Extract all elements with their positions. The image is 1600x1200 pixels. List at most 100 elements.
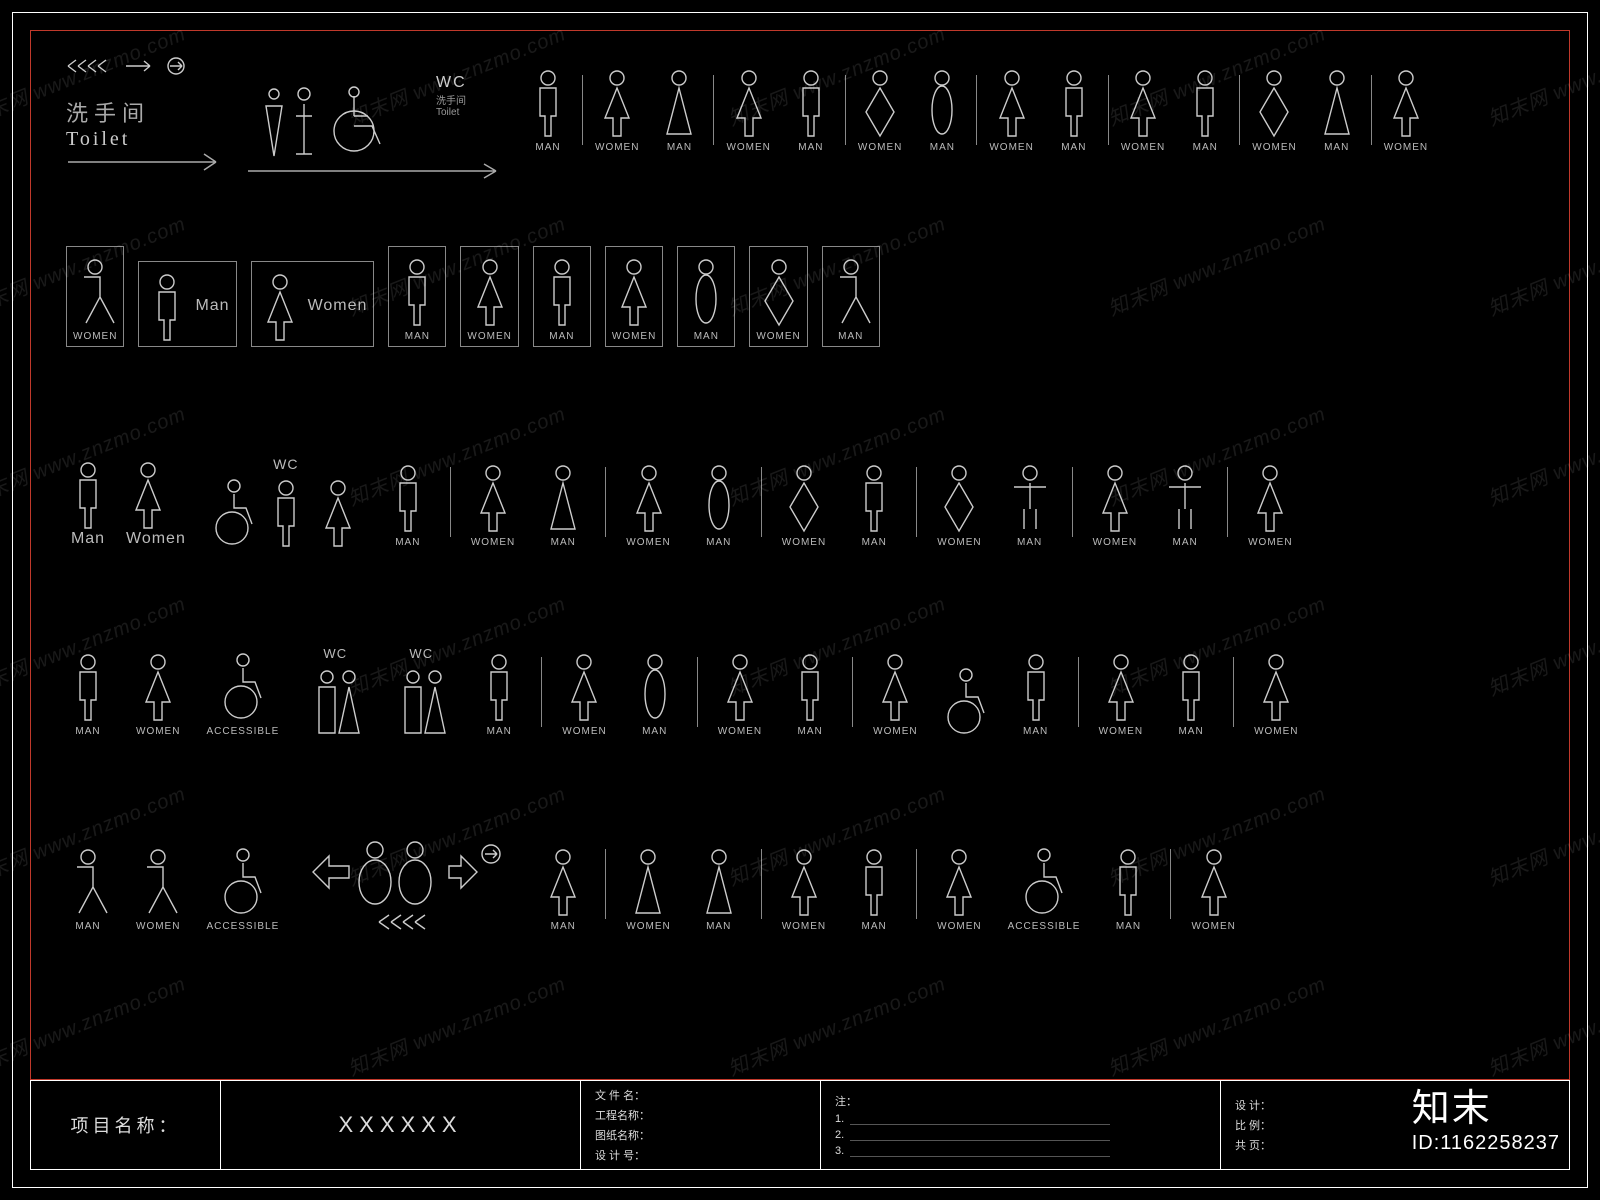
pair-divider <box>845 75 846 145</box>
pictogram-cell: WOMEN <box>873 650 917 737</box>
pictogram-cell: MAN <box>789 66 833 153</box>
pictogram-cell: WOMEN <box>595 66 639 153</box>
icon-label: WOMEN <box>1121 142 1165 153</box>
pictogram-cell: WOMEN <box>858 66 902 153</box>
tb-notes-label: 注： <box>835 1091 1206 1111</box>
icon-label: WOMEN <box>1099 726 1143 737</box>
icon-label: WOMEN <box>858 142 902 153</box>
pictogram-cell: WOMEN <box>136 845 180 932</box>
pictogram-cell: MAN <box>1106 845 1150 932</box>
icon-label: WOMEN <box>136 726 180 737</box>
toilet-cn: 洗手间 <box>66 96 236 128</box>
icon-label: MAN <box>75 921 100 932</box>
pair-divider <box>1108 75 1109 145</box>
icon-label: MAN <box>1172 537 1197 548</box>
tb-note: 2. <box>835 1127 1206 1143</box>
icon-label: WOMEN <box>1191 921 1235 932</box>
icon-label: WOMEN <box>756 331 800 342</box>
icon-label: WOMEN <box>718 726 762 737</box>
pictogram-cell: MAN <box>66 845 110 932</box>
pictogram-cell: WOMEN <box>782 845 826 932</box>
pictogram-cell: MAN <box>526 66 570 153</box>
man-women-text: Man Women <box>66 458 186 548</box>
pair-divider <box>605 467 606 537</box>
tb-field: 文 件 名： <box>595 1085 806 1105</box>
pictogram-cell: MAN <box>697 461 741 548</box>
icon-label: ACCESSIBLE <box>1008 921 1081 932</box>
pictogram-cell: WOMEN <box>718 650 762 737</box>
icon-label: MAN <box>706 921 731 932</box>
icon-label: MAN <box>694 331 719 342</box>
icon-label: WOMEN <box>1093 537 1137 548</box>
pictogram-cell <box>944 665 988 737</box>
wc-mini-2: WC <box>391 646 451 737</box>
pair-divider <box>1371 75 1372 145</box>
arrow-figures <box>305 836 515 932</box>
pictogram-cell: ACCESSIBLE <box>206 845 279 932</box>
pictogram-cell: MAN <box>1052 66 1096 153</box>
icon-label: WOMEN <box>937 537 981 548</box>
row-4: MANWOMENACCESSIBLEWCWCMANWOMENMANWOMENMA… <box>66 646 1299 737</box>
icon-label: MAN <box>75 726 100 737</box>
row-3: Man Women WC MANWOMENMANWOMENMANWOMENMAN… <box>66 456 1293 548</box>
pictogram-cell: ACCESSIBLE <box>206 650 279 737</box>
icon-label: WOMEN <box>989 142 1033 153</box>
pictogram-cell: MAN <box>1163 461 1207 548</box>
brand-corner: 知末 ID:1162258237 <box>1412 1077 1560 1155</box>
wc-text: WC <box>436 74 467 92</box>
icon-label: MAN <box>1116 921 1141 932</box>
tb-notes: 注：1.2.3. <box>821 1081 1221 1169</box>
pictogram-cell: WOMEN <box>726 66 770 153</box>
icon-label: WOMEN <box>612 331 656 342</box>
icon-label: WOMEN <box>1248 537 1292 548</box>
icon-label: MAN <box>551 537 576 548</box>
pictogram-cell: MAN <box>633 650 677 737</box>
icon-label: MAN <box>862 537 887 548</box>
wc-sign-group <box>246 76 516 180</box>
pair-divider <box>1170 849 1171 919</box>
pictogram-cell: WOMEN <box>562 650 606 737</box>
pictogram-cell: WOMEN <box>66 246 124 347</box>
tb-fields: 文 件 名：工程名称：图纸名称：设 计 号： <box>581 1081 821 1169</box>
pictogram-cell: MAN <box>1183 66 1227 153</box>
icon-label: MAN <box>862 921 887 932</box>
pictogram-cell: MAN <box>822 246 880 347</box>
pair-divider <box>605 849 606 919</box>
pictogram-cell: MAN <box>677 246 735 347</box>
pictogram-cell: WOMEN <box>136 650 180 737</box>
icon-label: MAN <box>551 921 576 932</box>
pictogram-cell: MAN <box>66 650 110 737</box>
row-2-boxed: WOMENManWomenMANWOMENMANWOMENMANWOMENMAN <box>66 246 880 347</box>
arrow-chevrons <box>66 56 216 76</box>
wc-cn: 洗手间 <box>436 92 467 107</box>
pictogram-cell: ACCESSIBLE <box>1008 845 1081 932</box>
pictogram-cell: WOMEN <box>1099 650 1143 737</box>
pictogram-cell: WOMEN <box>937 461 981 548</box>
title-block: 项目名称： XXXXXX 文 件 名：工程名称：图纸名称：设 计 号： 注：1.… <box>30 1080 1570 1170</box>
pictogram-cell: WOMEN <box>1191 845 1235 932</box>
pair-divider <box>1072 467 1073 537</box>
icon-label: MAN <box>1193 142 1218 153</box>
pictogram-cell: Women <box>251 261 375 347</box>
pictogram-cell: WOMEN <box>605 246 663 347</box>
icon-label: WOMEN <box>136 921 180 932</box>
tb-note: 3. <box>835 1143 1206 1159</box>
icon-label: MAN <box>798 142 823 153</box>
pictogram-cell: WOMEN <box>937 845 981 932</box>
row-5: MAN WOMEN ACCESSIBLE MAN WOMEN MAN WOMEN MAN WO… <box>66 836 1236 932</box>
pictogram-cell: WOMEN <box>1384 66 1428 153</box>
tb-field: 设 计 号： <box>595 1145 806 1165</box>
icon-label: MAN <box>1178 726 1203 737</box>
pair-divider <box>1239 75 1240 145</box>
icon-label: MAN <box>487 726 512 737</box>
project-label: 项目名称： <box>71 1112 181 1138</box>
icon-label: WOMEN <box>873 726 917 737</box>
pictogram-cell: MAN <box>388 246 446 347</box>
icon-label: WOMEN <box>1254 726 1298 737</box>
icon-label: WOMEN <box>467 331 511 342</box>
tb-field: 工程名称： <box>595 1105 806 1125</box>
toilet-sign: 洗手间 Toilet <box>66 96 236 173</box>
pictogram-cell: MAN <box>533 246 591 347</box>
icon-label: WOMEN <box>626 921 670 932</box>
icon-label: WOMEN <box>595 142 639 153</box>
